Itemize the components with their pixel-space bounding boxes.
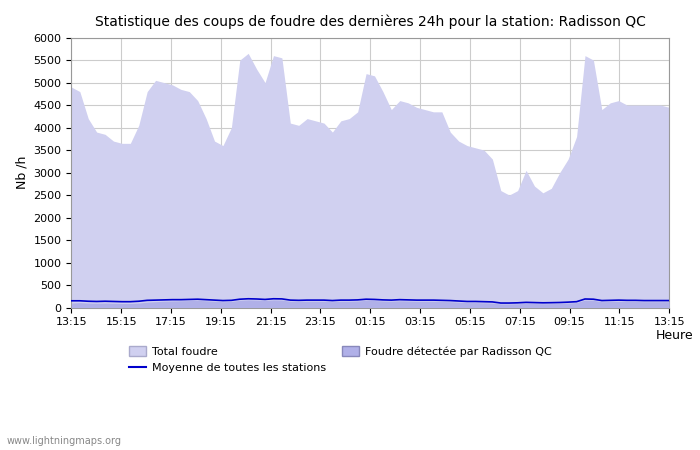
X-axis label: Heure: Heure [655,329,693,342]
Y-axis label: Nb /h: Nb /h [15,156,28,189]
Text: www.lightningmaps.org: www.lightningmaps.org [7,436,122,446]
Title: Statistique des coups de foudre des dernières 24h pour la station: Radisson QC: Statistique des coups de foudre des dern… [95,15,645,30]
Legend: Total foudre, Moyenne de toutes les stations, Foudre détectée par Radisson QC: Total foudre, Moyenne de toutes les stat… [125,342,556,378]
